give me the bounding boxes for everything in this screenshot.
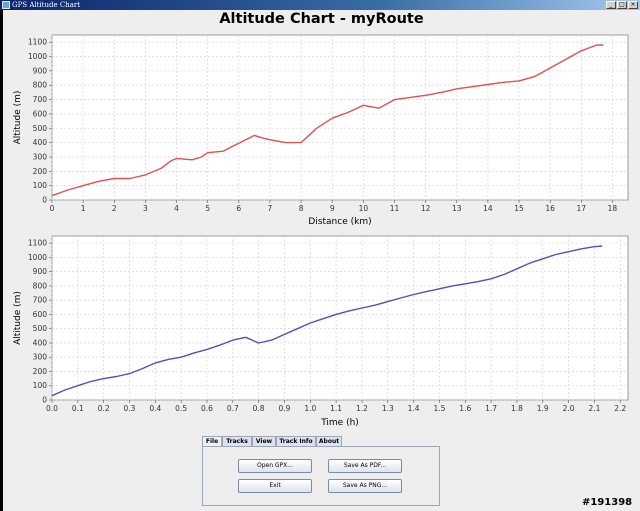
x-tick-label: 8 <box>299 204 304 213</box>
x-tick-label: 0 <box>50 204 55 213</box>
y-tick-label: 700 <box>33 296 48 305</box>
y-tick-label: 400 <box>33 138 48 147</box>
y-tick-label: 0 <box>42 396 47 405</box>
y-axis-title: Altitude (m) <box>13 291 23 345</box>
x-tick-label: 0.3 <box>124 404 136 413</box>
tab-track-info[interactable]: Track Info <box>276 436 316 446</box>
x-tick-label: 18 <box>608 204 618 213</box>
x-tick-label: 2.2 <box>614 404 626 413</box>
y-tick-label: 100 <box>33 381 48 390</box>
tab-tracks[interactable]: Tracks <box>222 436 252 446</box>
x-tick-label: 0.5 <box>175 404 187 413</box>
y-tick-label: 1000 <box>28 253 47 262</box>
x-tick-label: 10 <box>359 204 369 213</box>
x-tick-label: 14 <box>483 204 493 213</box>
x-tick-label: 13 <box>452 204 462 213</box>
window-title: GPS Altitude Chart <box>12 1 81 9</box>
x-tick-label: 15 <box>514 204 524 213</box>
tab-file[interactable]: File <box>202 436 222 447</box>
close-button[interactable]: × <box>628 1 638 9</box>
plot-area <box>51 34 629 201</box>
x-tick-label: 0.7 <box>227 404 239 413</box>
y-tick-label: 0 <box>42 196 47 205</box>
y-tick-label: 100 <box>33 181 48 190</box>
x-tick-label: 3 <box>143 204 148 213</box>
save-png-button[interactable]: Save As PNG... <box>328 479 402 493</box>
maximize-button[interactable]: □ <box>617 1 627 9</box>
x-tick-label: 0.2 <box>98 404 110 413</box>
x-tick-label: 1.5 <box>433 404 445 413</box>
x-tick-label: 16 <box>545 204 555 213</box>
x-tick-label: 6 <box>236 204 241 213</box>
y-tick-label: 700 <box>33 95 48 104</box>
window-left-edge <box>0 10 3 511</box>
app-icon <box>2 1 10 9</box>
y-tick-label: 200 <box>33 367 48 376</box>
x-tick-label: 2 <box>112 204 117 213</box>
x-tick-label: 12 <box>421 204 431 213</box>
x-tick-label: 11 <box>390 204 400 213</box>
x-tick-label: 1.1 <box>330 404 342 413</box>
x-tick-label: 2.1 <box>588 404 600 413</box>
x-tick-label: 0.9 <box>278 404 290 413</box>
x-tick-label: 1.3 <box>382 404 394 413</box>
x-tick-label: 0.4 <box>149 404 161 413</box>
x-tick-label: 5 <box>205 204 210 213</box>
x-axis-title: Distance (km) <box>308 217 371 227</box>
window-titlebar[interactable]: GPS Altitude Chart _ □ × <box>0 0 640 10</box>
y-tick-label: 600 <box>33 310 48 319</box>
altitude-series-line <box>51 245 603 397</box>
y-tick-label: 1100 <box>28 38 47 47</box>
x-tick-label: 1.4 <box>408 404 420 413</box>
y-tick-label: 300 <box>33 152 48 161</box>
x-tick-label: 2.0 <box>563 404 575 413</box>
x-tick-label: 1.0 <box>304 404 316 413</box>
y-tick-label: 1100 <box>28 239 47 248</box>
y-tick-label: 400 <box>33 338 48 347</box>
y-tick-label: 300 <box>33 353 48 362</box>
minimize-button[interactable]: _ <box>606 1 616 9</box>
y-tick-label: 800 <box>33 281 48 290</box>
x-tick-label: 0.0 <box>46 404 58 413</box>
x-tick-label: 1.6 <box>459 404 471 413</box>
save-pdf-button[interactable]: Save As PDF... <box>328 459 402 473</box>
x-tick-label: 4 <box>174 204 179 213</box>
tab-view[interactable]: View <box>252 436 276 446</box>
y-tick-label: 900 <box>33 66 48 75</box>
x-tick-label: 1.8 <box>511 404 523 413</box>
x-axis-title: Time (h) <box>320 418 359 428</box>
x-tick-label: 1.2 <box>356 404 368 413</box>
x-tick-label: 1.9 <box>537 404 549 413</box>
watermark-id: #191398 <box>582 497 633 508</box>
x-tick-label: 7 <box>268 204 273 213</box>
x-tick-label: 0.8 <box>253 404 265 413</box>
y-tick-label: 1000 <box>28 52 47 61</box>
x-tick-label: 1 <box>81 204 86 213</box>
plot-area <box>51 235 629 401</box>
y-tick-label: 500 <box>33 324 48 333</box>
x-tick-label: 17 <box>577 204 587 213</box>
x-tick-label: 1.7 <box>485 404 497 413</box>
x-tick-label: 9 <box>330 204 335 213</box>
altitude-series-line <box>51 44 604 197</box>
y-tick-label: 900 <box>33 267 48 276</box>
y-axis-title: Altitude (m) <box>13 91 23 145</box>
y-tick-label: 800 <box>33 81 48 90</box>
tab-about[interactable]: About <box>316 436 342 446</box>
file-tab-panel <box>202 446 440 506</box>
open-gpx-button[interactable]: Open GPX... <box>238 459 312 473</box>
y-tick-label: 200 <box>33 167 48 176</box>
exit-button[interactable]: Exit <box>238 479 312 493</box>
x-tick-label: 0.1 <box>72 404 84 413</box>
x-tick-label: 0.6 <box>201 404 213 413</box>
y-tick-label: 500 <box>33 124 48 133</box>
page-title: Altitude Chart - myRoute <box>219 11 424 27</box>
y-tick-label: 600 <box>33 109 48 118</box>
